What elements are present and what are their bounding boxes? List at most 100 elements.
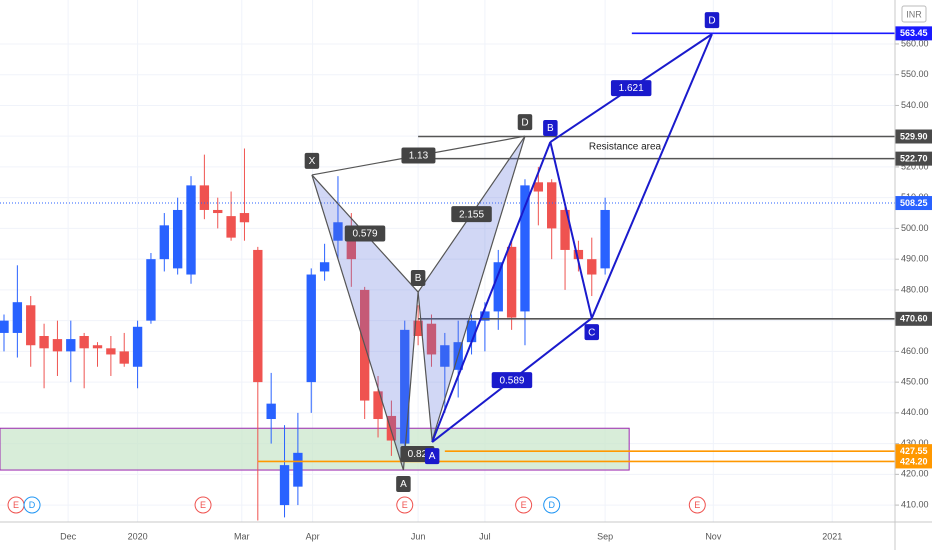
candle-body — [293, 452, 303, 487]
candle-body — [466, 320, 477, 343]
candle-body — [186, 185, 196, 275]
candle-body — [226, 216, 236, 238]
candle-body — [106, 348, 116, 355]
event-label: D — [548, 500, 555, 510]
pattern-leg — [549, 141, 593, 319]
price-label: 563.45 — [900, 28, 928, 38]
price-label: 529.90 — [900, 131, 928, 141]
y-tick-label: 550.00 — [901, 69, 929, 79]
price-label: 427.55 — [900, 446, 928, 456]
event-label: E — [402, 500, 408, 510]
candle-body — [266, 403, 276, 420]
x-tick-label: 2020 — [128, 531, 148, 541]
event-label: E — [694, 500, 700, 510]
price-label-bg — [895, 26, 932, 41]
pattern-label: 0.82 — [408, 449, 428, 460]
candle-body — [119, 351, 129, 364]
candle-body — [52, 339, 63, 352]
y-tick-label: 450.00 — [901, 376, 929, 386]
pattern-label: 0.589 — [499, 375, 524, 386]
event-label: E — [13, 500, 19, 510]
candle-body — [413, 320, 423, 337]
pattern-fill — [311, 174, 419, 471]
price-label-bg — [895, 454, 932, 469]
support-zone — [0, 427, 630, 471]
candle-body — [0, 320, 9, 333]
price-label-bg — [895, 129, 932, 144]
currency: INR — [906, 9, 922, 19]
pattern-label: A — [400, 479, 407, 490]
currency-badge[interactable] — [901, 5, 927, 23]
pattern-label-bg — [491, 372, 533, 389]
pattern-leg — [431, 136, 526, 441]
x-tick-label: Jul — [479, 531, 491, 541]
pattern-leg — [590, 33, 713, 319]
x-tick-label: Dec — [60, 531, 77, 541]
candle-body — [66, 339, 76, 352]
y-tick-label: 430.00 — [901, 438, 929, 448]
candle-body — [199, 185, 210, 210]
candle-body — [39, 336, 49, 349]
pattern-label-bg — [451, 206, 492, 223]
candle-body — [573, 249, 584, 260]
candle-body — [132, 326, 143, 367]
pattern-label: 0.579 — [352, 229, 377, 240]
candle-body — [306, 274, 316, 383]
event-label: E — [521, 500, 527, 510]
candle-body — [533, 182, 544, 192]
pattern-label: B — [547, 123, 554, 134]
price-label: 470.60 — [900, 314, 928, 324]
candle-body — [493, 262, 503, 312]
pattern-label-bg — [304, 152, 320, 169]
pattern-label: 1.621 — [619, 83, 644, 94]
event-marker[interactable] — [23, 496, 41, 514]
y-tick-label: 440.00 — [901, 407, 929, 417]
pattern-label-bg — [517, 114, 533, 131]
candle-body — [440, 345, 450, 367]
y-tick-label: 490.00 — [901, 254, 929, 264]
pattern-fill — [418, 136, 525, 441]
y-tick-label: 500.00 — [901, 223, 929, 233]
candle-body — [92, 345, 103, 349]
pattern-leg — [431, 141, 552, 443]
pattern-label-bg — [344, 225, 386, 242]
pattern-label: C — [588, 327, 595, 338]
event-marker[interactable] — [396, 496, 414, 514]
x-tick-label: Mar — [234, 531, 250, 541]
y-tick-label: 520.00 — [901, 161, 929, 171]
y-tick-label: 480.00 — [901, 284, 929, 294]
pattern-label: 1.13 — [409, 151, 429, 162]
price-label-bg — [895, 196, 932, 211]
x-tick-label: Sep — [597, 531, 613, 541]
event-marker[interactable] — [688, 496, 706, 514]
pattern-label: X — [309, 156, 316, 167]
candle-body — [346, 231, 356, 260]
event-label: E — [200, 500, 206, 510]
candle-body — [386, 415, 397, 441]
candle-body — [520, 185, 530, 312]
event-marker[interactable] — [543, 496, 561, 514]
price-label-bg — [895, 151, 932, 166]
pattern-label: A — [429, 451, 436, 462]
event-marker[interactable] — [194, 496, 212, 514]
pattern-label: B — [415, 273, 422, 284]
price-label: 424.20 — [900, 456, 928, 466]
candle-body — [253, 249, 263, 383]
pattern-label: 2.155 — [459, 209, 484, 220]
candle-body — [560, 209, 570, 250]
pattern-label-bg — [610, 80, 652, 97]
x-tick-label: Apr — [306, 531, 320, 541]
candle-body — [600, 209, 610, 269]
event-label: D — [29, 500, 36, 510]
event-marker[interactable] — [515, 496, 533, 514]
pattern-label-bg — [410, 270, 426, 287]
pattern-leg — [402, 292, 419, 471]
candle-body — [213, 209, 223, 214]
pattern-label-bg — [543, 120, 558, 137]
y-tick-label: 560.00 — [901, 38, 929, 48]
candle-body — [239, 213, 250, 223]
candle-body — [172, 209, 183, 269]
y-tick-label: 460.00 — [901, 346, 929, 356]
pattern-label-bg — [584, 324, 600, 341]
